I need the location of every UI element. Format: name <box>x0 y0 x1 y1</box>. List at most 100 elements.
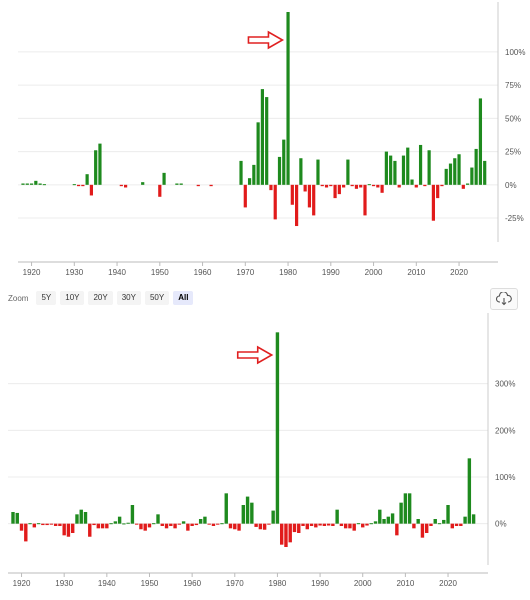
bar-2010[interactable] <box>403 493 408 524</box>
bar-1973[interactable] <box>256 122 260 185</box>
bar-2016[interactable] <box>429 523 433 526</box>
bar-2000[interactable] <box>361 523 365 528</box>
bar-1950[interactable] <box>147 523 152 528</box>
bar-1991[interactable] <box>322 523 327 526</box>
bar-1943[interactable] <box>117 516 122 524</box>
bar-1919[interactable] <box>15 512 19 524</box>
zoom-50y-button[interactable]: 50Y <box>144 291 170 305</box>
bar-1922[interactable] <box>28 523 32 525</box>
bar-1971[interactable] <box>247 178 252 185</box>
bar-1951[interactable] <box>162 172 166 185</box>
bar-1983[interactable] <box>288 523 292 543</box>
bar-1922[interactable] <box>38 183 42 185</box>
bar-1972[interactable] <box>241 505 246 524</box>
bar-1949[interactable] <box>143 523 147 531</box>
bar-1973[interactable] <box>245 496 250 524</box>
bar-1995[interactable] <box>339 523 344 526</box>
bar-2008[interactable] <box>406 147 410 185</box>
bar-1923[interactable] <box>32 523 37 528</box>
bar-2003[interactable] <box>373 521 378 524</box>
bar-1988[interactable] <box>320 184 324 187</box>
bar-1942[interactable] <box>113 521 118 524</box>
bar-1997[interactable] <box>359 184 363 188</box>
bar-1977[interactable] <box>262 523 267 530</box>
bar-1992[interactable] <box>337 184 341 195</box>
bar-1927[interactable] <box>49 523 54 525</box>
bar-2020[interactable] <box>446 505 450 524</box>
bar-1963[interactable] <box>203 516 207 524</box>
bar-1932[interactable] <box>71 523 75 533</box>
bar-1967[interactable] <box>220 523 224 525</box>
bar-1986[interactable] <box>301 523 305 526</box>
bar-1979[interactable] <box>271 510 275 524</box>
bar-1942[interactable] <box>124 184 128 188</box>
bar-1978[interactable] <box>277 156 282 185</box>
bar-1970[interactable] <box>243 184 247 208</box>
bar-1918[interactable] <box>11 512 15 524</box>
bar-1981[interactable] <box>279 523 284 545</box>
bar-1954[interactable] <box>164 523 169 529</box>
bar-2026[interactable] <box>483 160 487 185</box>
bar-2015[interactable] <box>425 523 429 533</box>
bar-1977[interactable] <box>273 184 277 220</box>
bar-2022[interactable] <box>466 183 470 185</box>
bar-1994[interactable] <box>335 509 339 524</box>
bar-1989[interactable] <box>324 184 329 188</box>
bar-2014[interactable] <box>420 523 425 538</box>
bar-1964[interactable] <box>207 523 211 525</box>
bar-1946[interactable] <box>130 505 135 524</box>
bar-1936[interactable] <box>88 523 92 537</box>
bar-2015[interactable] <box>436 184 440 199</box>
bar-1946[interactable] <box>141 182 145 185</box>
bar-1984[interactable] <box>303 184 307 192</box>
bar-1962[interactable] <box>198 519 203 524</box>
bar-1969[interactable] <box>228 523 233 529</box>
bar-2012[interactable] <box>412 523 416 529</box>
bar-1970[interactable] <box>233 523 237 530</box>
bar-1984[interactable] <box>292 523 297 533</box>
bar-1932[interactable] <box>81 184 85 187</box>
bar-1980[interactable] <box>286 12 290 185</box>
zoom-10y-button[interactable]: 10Y <box>60 291 85 305</box>
bar-1996[interactable] <box>354 184 359 189</box>
bar-1931[interactable] <box>66 523 71 537</box>
bar-1945[interactable] <box>126 522 130 524</box>
bar-2013[interactable] <box>427 150 431 185</box>
bar-1921[interactable] <box>24 523 28 542</box>
bar-2025[interactable] <box>467 458 472 524</box>
bar-2005[interactable] <box>382 519 386 524</box>
bar-1974[interactable] <box>250 502 254 524</box>
bar-1961[interactable] <box>194 523 199 526</box>
bar-2006[interactable] <box>397 184 401 188</box>
zoom-30y-button[interactable]: 30Y <box>116 291 141 305</box>
bar-1988[interactable] <box>309 523 314 526</box>
bar-1980[interactable] <box>275 332 280 524</box>
bar-1933[interactable] <box>85 174 89 185</box>
bar-1941[interactable] <box>119 184 123 187</box>
bar-1935[interactable] <box>94 150 98 185</box>
bar-1928[interactable] <box>53 523 58 526</box>
bar-1985[interactable] <box>307 184 312 208</box>
bar-1981[interactable] <box>290 184 294 205</box>
bar-1983[interactable] <box>299 158 303 185</box>
bar-1998[interactable] <box>363 184 367 216</box>
bar-1929[interactable] <box>58 523 62 526</box>
bar-1992[interactable] <box>326 523 331 526</box>
bar-1978[interactable] <box>267 523 271 525</box>
bar-1934[interactable] <box>89 184 93 196</box>
bar-1975[interactable] <box>265 97 269 185</box>
bar-1923[interactable] <box>42 184 46 186</box>
bar-1934[interactable] <box>79 509 83 524</box>
bar-2018[interactable] <box>437 523 442 525</box>
bar-2010[interactable] <box>414 184 418 188</box>
bar-1997[interactable] <box>348 523 352 529</box>
bar-1965[interactable] <box>211 523 216 526</box>
bar-2001[interactable] <box>365 523 369 526</box>
bar-1993[interactable] <box>342 184 346 188</box>
bar-1986[interactable] <box>312 184 316 216</box>
bar-2014[interactable] <box>431 184 435 221</box>
bar-2006[interactable] <box>386 516 391 524</box>
bar-1962[interactable] <box>209 184 213 187</box>
bar-1985[interactable] <box>297 523 301 533</box>
bar-1920[interactable] <box>19 523 24 531</box>
